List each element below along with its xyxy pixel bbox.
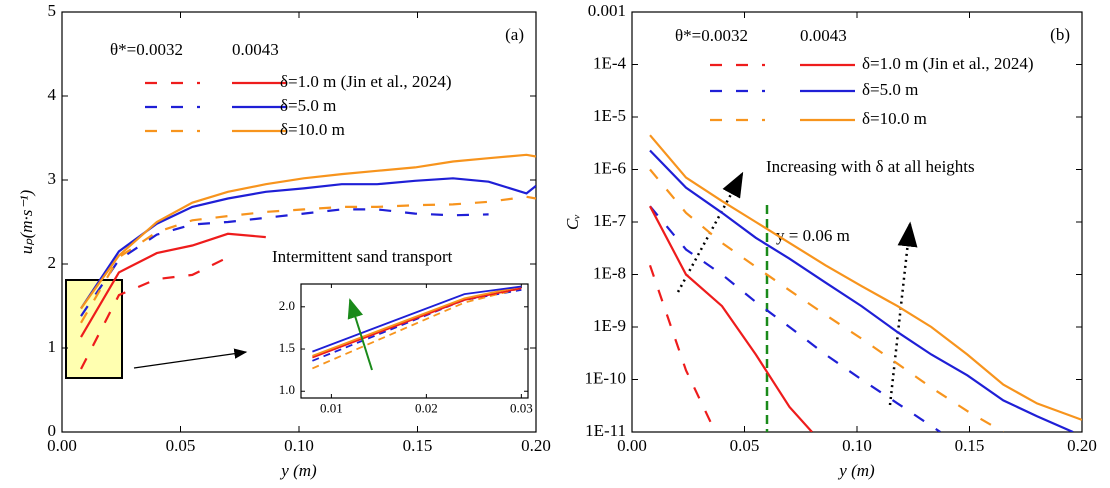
legend-label: δ=10.0 m [280,120,345,139]
x-tick-label: 0.03 [510,401,533,416]
x-axis-label: y (m) [837,461,875,480]
legend-label: δ=1.0 m (Jin et al., 2024) [280,72,452,91]
inset-arrow [347,298,373,371]
y-tick-label: 1 [48,337,57,356]
legend-header: 0.0043 [232,40,279,59]
series-line [80,256,229,370]
zoom-box [65,279,123,379]
zoom-arrow [133,348,248,369]
panel-label: (a) [505,25,524,44]
y-tick-label: 4 [48,85,57,104]
x-tick-label: 0.05 [166,436,196,455]
series-layer [80,153,536,370]
y-tick-label: 2.0 [279,298,295,313]
series-line [649,168,1004,432]
series-line [80,195,536,324]
y-tick-label: 1E-8 [593,263,626,282]
x-axis-label: y (m) [279,461,317,480]
y-tick-label: 5 [48,1,57,20]
legend-label: δ=5.0 m [280,96,336,115]
series-line [649,134,1082,421]
x-tick-label: 0.05 [730,436,760,455]
legend-header: θ*=0.0032 [110,40,183,59]
y-tick-label: 1E-5 [593,106,626,125]
panel-label: (b) [1050,25,1070,44]
x-tick-label: 0.15 [403,436,433,455]
plot-frame [300,283,529,399]
y-axis-label: uₚ(m·s⁻¹) [17,190,36,255]
series-line [80,208,489,317]
x-tick-label: 0.10 [842,436,872,455]
y-tick-label: 1E-6 [593,158,626,177]
annotation: Increasing with δ at all heights [766,157,975,176]
x-tick-label: 0.10 [284,436,314,455]
y-tick-label: 1E-4 [593,53,627,72]
y-axis-label: Cᵥ [563,214,582,230]
series-line [80,177,536,310]
annotation: y = 0.06 m [776,226,850,245]
series-line [649,205,813,432]
x-tick-label: 0.00 [47,436,77,455]
legend-label: δ=5.0 m [862,80,918,99]
legend-header: 0.0043 [800,26,847,45]
series-line [80,232,266,338]
legend-label: δ=1.0 m (Jin et al., 2024) [862,54,1034,73]
legend-header: θ*=0.0032 [675,26,748,45]
x-tick-label: 0.00 [617,436,647,455]
series-line [80,153,536,310]
y-tick-label: 1E-9 [593,316,626,335]
y-tick-label: 2 [48,253,57,272]
plot-frame [631,11,1083,433]
y-tick-label: 1E-11 [585,421,626,440]
y-tick-label: 1E-7 [593,211,627,230]
series-line [312,285,522,357]
trend-arrow [888,221,918,406]
series-line [312,285,522,353]
panel: 0.00 0.05 0.10 0.15 0.20 0 1 2 3 4 5 y (m) uₚ(m·s⁻¹)… [17,1,551,480]
y-tick-label: 0.001 [588,1,626,20]
x-tick-label: 0.20 [521,436,551,455]
series-line [649,149,1074,432]
panel: 0.00 0.05 0.10 0.15 0.20 1E-11 1E-10 1E-9 1E-8 1E… [563,1,1097,480]
annotation: Intermittent sand transport [272,247,453,266]
x-tick-label: 0.01 [320,401,343,416]
legend-label: δ=10.0 m [862,109,927,128]
y-tick-label: 1.0 [279,382,295,397]
y-tick-label: 1.5 [279,340,295,355]
panel: 0.01 0.02 0.03 1.0 1.5 2.0 [279,283,533,416]
x-tick-label: 0.20 [1067,436,1097,455]
x-tick-label: 0.02 [415,401,438,416]
series-layer [648,134,1082,432]
series-line [648,264,717,432]
series-line [649,205,941,432]
x-tick-label: 0.15 [955,436,985,455]
y-tick-label: 1E-10 [584,368,626,387]
plots: 0.00 0.05 0.10 0.15 0.20 0 1 2 3 4 5 y (m) uₚ(m·s⁻¹)… [17,1,1097,480]
y-tick-label: 3 [48,169,57,188]
y-tick-label: 0 [48,421,57,440]
